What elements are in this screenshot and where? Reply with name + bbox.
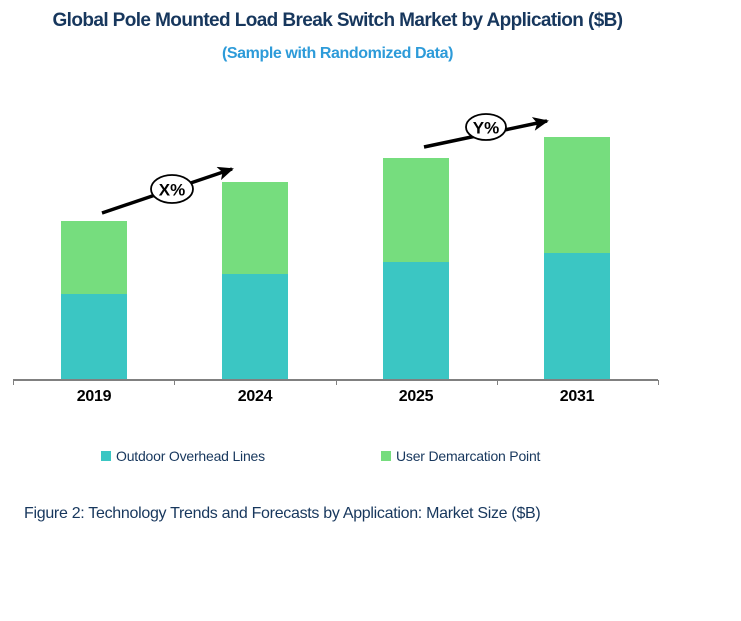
bar-segment-2024-outdoor-overhead-lines	[222, 274, 288, 380]
chart-title: Global Pole Mounted Load Break Switch Ma…	[52, 10, 623, 31]
legend-swatch-user-demarcation-point	[381, 451, 391, 461]
x-axis-label-2031: 2031	[559, 388, 595, 405]
bar-segment-2031-outdoor-overhead-lines	[544, 253, 610, 380]
legend-swatch-outdoor-overhead-lines	[101, 451, 111, 461]
bar-segment-2019-user-demarcation-point	[61, 221, 127, 294]
legend-label-outdoor-overhead-lines: Outdoor Overhead Lines	[116, 448, 265, 464]
x-axis-label-2025: 2025	[398, 388, 434, 405]
x-axis-tick	[497, 380, 498, 385]
x-axis-tick	[336, 380, 337, 385]
x-axis-label-2019: 2019	[76, 388, 112, 405]
x-axis-tick	[658, 380, 659, 385]
bar-segment-2031-user-demarcation-point	[544, 137, 610, 253]
bar-segment-2019-outdoor-overhead-lines	[61, 294, 127, 380]
x-axis-label-2024: 2024	[237, 388, 273, 405]
x-axis-line	[13, 379, 658, 381]
bar-segment-2025-outdoor-overhead-lines	[383, 262, 449, 380]
legend-label-user-demarcation-point: User Demarcation Point	[396, 448, 541, 464]
chart-subtitle: (Sample with Randomized Data)	[221, 45, 454, 62]
bar-segment-2024-user-demarcation-point	[222, 182, 288, 274]
figure-caption: Figure 2: Technology Trends and Forecast…	[24, 505, 541, 522]
legend-item-outdoor-overhead-lines: Outdoor Overhead Lines	[101, 448, 265, 464]
bar-segment-2025-user-demarcation-point	[383, 158, 449, 262]
legend-item-user-demarcation-point: User Demarcation Point	[381, 448, 540, 464]
x-axis-tick	[13, 380, 14, 385]
x-axis-tick	[174, 380, 175, 385]
